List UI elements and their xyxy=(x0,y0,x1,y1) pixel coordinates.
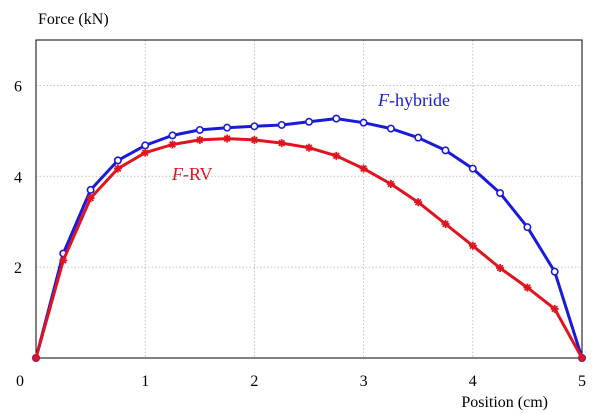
x-tick-label-3: 3 xyxy=(360,373,368,390)
series-1-point-3 xyxy=(113,164,122,173)
series-1-point-2 xyxy=(86,194,95,203)
series-0-point-6 xyxy=(195,125,204,134)
series-label-f-hybride-rest: -hybride xyxy=(389,90,450,110)
series-1-point-8-stroke-3 xyxy=(250,136,258,144)
series-1 xyxy=(32,134,586,362)
series-1-point-16-stroke-3 xyxy=(469,242,477,250)
series-1-point-5-stroke-3 xyxy=(169,141,176,148)
series-1-point-2-stroke-3 xyxy=(87,194,95,202)
series-1-point-17 xyxy=(496,264,505,273)
series-1-point-5 xyxy=(168,140,177,149)
series-1-point-16 xyxy=(468,241,477,250)
series-1-point-7-stroke-3 xyxy=(223,135,231,143)
series-1-point-20 xyxy=(578,354,586,362)
series-1-point-13-stroke-3 xyxy=(387,180,395,188)
series-1-point-0 xyxy=(32,354,40,362)
series-1-point-19 xyxy=(550,304,559,313)
series-0-point-3 xyxy=(113,156,122,165)
x-tick-label-4: 4 xyxy=(469,373,477,390)
series-1-point-12 xyxy=(359,164,368,173)
series-1-point-4 xyxy=(141,148,150,157)
series-0-point-8 xyxy=(250,122,259,131)
series-1-point-18 xyxy=(523,283,532,292)
series-1-point-10-stroke-3 xyxy=(305,144,313,152)
series-label-f-rv-italic: F xyxy=(171,164,184,184)
series-1-point-4-stroke-3 xyxy=(141,149,149,157)
series-1-point-1 xyxy=(59,256,68,265)
x-tick-label-1: 1 xyxy=(141,373,149,390)
series-1-point-6-stroke-3 xyxy=(196,136,204,144)
series-0-point-4 xyxy=(141,141,150,150)
series-1-point-11 xyxy=(332,151,341,160)
x-tick-label-5: 5 xyxy=(578,373,586,390)
series-1-point-0-stroke-3 xyxy=(32,354,40,362)
series-0-point-11 xyxy=(332,114,341,123)
series-1-point-1-stroke-3 xyxy=(59,256,67,264)
series-0-point-13 xyxy=(386,124,395,133)
y-tick-label-2: 6 xyxy=(14,78,22,95)
series-0-point-14 xyxy=(414,133,423,142)
series-0-point-12 xyxy=(359,118,368,127)
y-tick-label-1: 4 xyxy=(14,169,22,186)
series-1-point-7 xyxy=(223,134,232,143)
series-0-point-10 xyxy=(304,117,313,126)
series-0-point-7 xyxy=(223,123,232,132)
series-label-f-rv-rest: -RV xyxy=(183,164,213,184)
series-0-point-9 xyxy=(277,120,286,129)
series-1-point-8 xyxy=(250,135,259,144)
x-axis-label: Position (cm) xyxy=(461,394,548,411)
y-tick-label-0: 2 xyxy=(14,260,22,277)
series-1-point-19-stroke-3 xyxy=(551,305,559,313)
series-1-point-10 xyxy=(305,143,313,152)
series-1-point-15 xyxy=(441,219,450,228)
series-1-point-15-stroke-3 xyxy=(442,220,449,228)
series-0-point-18 xyxy=(523,223,532,232)
series-label-f-hybride-italic: F xyxy=(377,90,390,110)
series-1-point-9 xyxy=(277,139,286,148)
series-0 xyxy=(31,114,586,362)
plot-frame xyxy=(35,39,583,359)
series-1-point-14-stroke-3 xyxy=(414,198,422,206)
series-0-point-15 xyxy=(441,146,450,155)
series-0-point-16 xyxy=(468,164,477,173)
series-1-point-13 xyxy=(386,180,395,189)
series-1-point-9-stroke-3 xyxy=(278,139,286,147)
series-0-point-19 xyxy=(550,267,559,276)
series-line-0 xyxy=(34,117,584,359)
x-tick-label-0: 0 xyxy=(16,373,24,390)
series-0-point-17 xyxy=(496,189,505,198)
series-1-point-11-stroke-3 xyxy=(332,152,340,160)
series-label-f-hybride: F-hybride xyxy=(377,90,450,110)
series-1-point-20-stroke-3 xyxy=(578,354,586,362)
grid-lines xyxy=(36,40,582,358)
series-1-point-3-stroke-3 xyxy=(114,165,122,172)
x-tick-label-2: 2 xyxy=(250,373,258,390)
series-layer xyxy=(31,114,586,362)
series-1-point-17-stroke-3 xyxy=(496,264,504,272)
series-1-point-12-stroke-3 xyxy=(360,165,368,172)
series-1-point-6 xyxy=(195,135,204,144)
series-0-point-2 xyxy=(86,185,95,194)
series-0-point-5 xyxy=(168,131,177,140)
series-label-f-rv: F-RV xyxy=(171,164,213,184)
y-axis-label: Force (kN) xyxy=(38,11,109,28)
axis-ticks: 0 1 2 3 4 5 2 4 6 xyxy=(14,78,586,390)
series-1-point-14 xyxy=(414,198,423,207)
series-1-point-18-stroke-3 xyxy=(523,284,531,292)
